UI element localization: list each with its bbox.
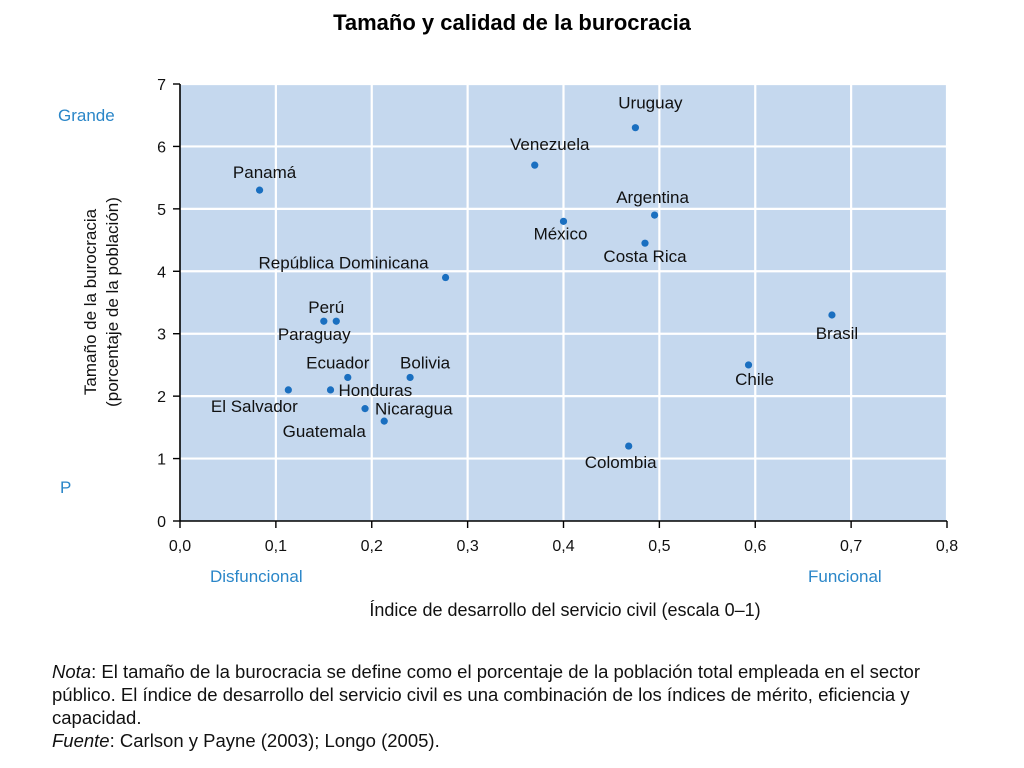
data-point-argentina	[650, 211, 659, 219]
x-tick-label: 0,3	[457, 538, 479, 555]
y-tick-label: 0	[157, 514, 166, 531]
point-label-nicaragua: Nicaragua	[375, 400, 453, 419]
point-label-costa-rica: Costa Rica	[603, 247, 687, 266]
point-label-panama: Panamá	[233, 163, 297, 182]
y-tick-label: 4	[157, 264, 166, 281]
data-point-nicaragua	[361, 405, 369, 413]
point-label-brasil: Brasil	[816, 324, 859, 343]
point-label-argentina: Argentina	[616, 188, 689, 207]
data-point-uruguay	[631, 124, 640, 132]
point-label-venezuela: Venezuela	[510, 135, 590, 154]
x-tick-label: 0,7	[840, 538, 862, 555]
x-tick-label: 0,4	[552, 538, 574, 555]
x-tick-label: 0,5	[648, 538, 670, 555]
data-point-panama	[255, 186, 264, 194]
data-point-peru	[332, 317, 340, 325]
data-point-costa-rica	[641, 239, 649, 247]
note-label: Nota	[52, 661, 92, 682]
point-label-republica-dominicana: República Dominicana	[259, 254, 430, 273]
x-annotation-right: Funcional	[808, 567, 882, 586]
y-axis-subtitle: (porcentaje de la población)	[103, 197, 122, 407]
point-label-ecuador: Ecuador	[306, 353, 370, 372]
x-tick-label: 0,8	[936, 538, 958, 555]
x-tick-label: 0,2	[361, 538, 383, 555]
data-point-brasil	[828, 311, 836, 319]
point-label-uruguay: Uruguay	[618, 94, 683, 113]
y-annotation-top: Grande	[58, 106, 115, 125]
point-label-el-salvador: El Salvador	[211, 397, 298, 416]
point-label-paraguay: Paraguay	[278, 325, 351, 344]
y-axis-title: Tamaño de la burocracia	[81, 208, 100, 395]
point-label-mexico: México	[534, 224, 588, 243]
scatter-chart: 0 1 2 3 4 5 6 7 0,0 0,1 0,2 0,3 0,4 0,5 0,6 0,7 0,8 Urug…	[81, 77, 958, 620]
note-text: : El tamaño de la burocracia se define c…	[52, 661, 920, 728]
point-label-guatemala: Guatemala	[283, 422, 367, 441]
y-tick-label: 3	[157, 327, 166, 344]
slide-title: Tamaño y calidad de la burocracia	[333, 10, 691, 35]
data-point-honduras	[326, 386, 335, 394]
tick-labels: 0 1 2 3 4 5 6 7 0,0 0,1 0,2 0,3 0,4 0,5 0,6 0,7 0,8	[157, 77, 958, 555]
x-tick-label: 0,1	[265, 538, 287, 555]
data-point-mexico	[559, 217, 568, 225]
y-tick-label: 6	[157, 139, 166, 156]
data-point-el-salvador	[284, 386, 292, 394]
source-text: : Carlson y Payne (2003); Longo (2005).	[109, 730, 440, 751]
point-label-peru: Perú	[308, 298, 344, 317]
data-point-paraguay	[320, 317, 328, 325]
point-label-colombia: Colombia	[585, 453, 657, 472]
data-point-venezuela	[531, 161, 539, 169]
data-point-bolivia	[406, 373, 414, 382]
data-point-guatemala	[380, 417, 388, 425]
data-point-republica-dominicana	[441, 273, 450, 282]
x-tick-label: 0,6	[744, 538, 766, 555]
y-tick-label: 1	[157, 452, 166, 469]
y-annotation-bottom: P	[60, 478, 72, 497]
point-label-bolivia: Bolivia	[400, 353, 451, 372]
y-tick-label: 2	[157, 389, 166, 406]
point-label-honduras: Honduras	[339, 381, 413, 400]
data-points: Uruguay Venezuela Panamá Argentina México Cos…	[211, 94, 858, 472]
point-label-chile: Chile	[735, 370, 774, 389]
data-point-ecuador	[344, 373, 352, 382]
y-tick-label: 5	[157, 202, 166, 219]
x-tick-label: 0,0	[169, 538, 191, 555]
chart-note: Nota: El tamaño de la burocracia se defi…	[52, 660, 982, 752]
x-annotation-left: Disfuncional	[210, 567, 303, 586]
x-axis-title: Índice de desarrollo del servicio civil …	[369, 600, 760, 620]
y-tick-label: 7	[157, 77, 166, 94]
source-label: Fuente	[52, 730, 110, 751]
grid-lines	[180, 82, 949, 521]
data-point-colombia	[625, 442, 633, 450]
data-point-chile	[744, 361, 753, 369]
